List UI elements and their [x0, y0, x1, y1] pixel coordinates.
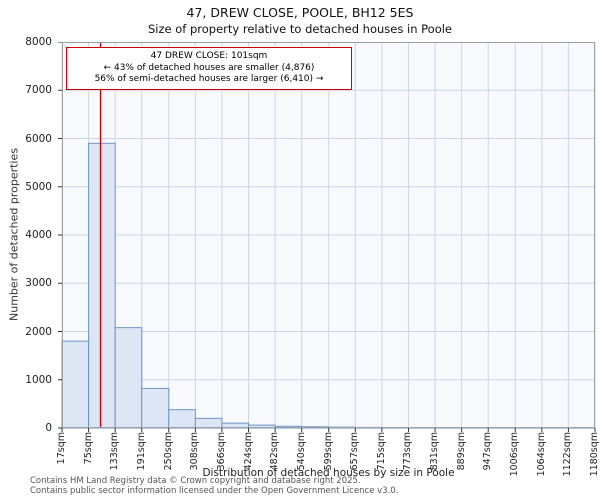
x-tick-label: 1064sqm [535, 432, 547, 477]
x-tick-label: 773sqm [402, 432, 414, 471]
x-axis-label: Distribution of detached houses by size … [202, 467, 455, 479]
y-tick-label: 4000 [25, 229, 52, 241]
x-tick-label: 599sqm [322, 432, 334, 471]
y-tick-label: 0 [45, 422, 52, 434]
x-tick-label: 1006sqm [509, 432, 521, 477]
y-tick-label: 1000 [25, 373, 52, 386]
footer-attribution-line-2: Contains public sector information licen… [30, 486, 399, 496]
histogram-bar [194, 417, 223, 429]
histogram-bar [61, 340, 90, 429]
x-tick-label: 366sqm [215, 432, 227, 471]
y-tick-label: 2000 [25, 325, 52, 338]
y-tick-label: 6000 [25, 132, 52, 145]
y-tick-label: 5000 [25, 180, 52, 193]
x-tick-label: 831sqm [429, 432, 441, 471]
annotation-box: 47 DREW CLOSE: 101sqm ← 43% of detached … [66, 47, 352, 90]
x-tick-label: 308sqm [189, 432, 201, 471]
annotation-title: 47 DREW CLOSE: 101sqm [150, 51, 268, 61]
x-tick-label: 482sqm [269, 432, 281, 471]
x-tick-label: 133sqm [109, 432, 121, 471]
histogram-bar [88, 142, 116, 429]
histogram-bar [168, 409, 196, 429]
y-tick-label: 7000 [25, 84, 52, 97]
chart-title: 47, DREW CLOSE, POOLE, BH12 5ES [186, 5, 414, 20]
x-tick-label: 889sqm [455, 432, 467, 471]
annotation-larger-stat: 56% of semi-detached houses are larger (… [94, 74, 324, 84]
y-tick-label: 8000 [25, 36, 52, 48]
histogram-plot [58, 42, 596, 432]
x-tick-label: 715sqm [375, 432, 387, 471]
x-tick-label: 657sqm [349, 432, 361, 471]
x-tick-label: 947sqm [482, 432, 494, 471]
plot-border [62, 42, 595, 428]
chart-subtitle: Size of property relative to detached ho… [147, 22, 453, 36]
x-tick-label: 250sqm [162, 432, 174, 471]
x-tick-label: 17sqm [56, 432, 67, 465]
x-tick-label: 1180sqm [589, 432, 600, 477]
x-tick-label: 75sqm [82, 432, 94, 465]
x-tick-label: 424sqm [242, 432, 254, 471]
annotation-smaller-stat: ← 43% of detached houses are smaller (4,… [103, 62, 315, 73]
x-tick-label: 191sqm [135, 432, 147, 471]
y-axis-label: Number of detached properties [7, 148, 21, 321]
x-tick-label: 1122sqm [562, 432, 574, 477]
y-tick-label: 3000 [25, 277, 52, 290]
x-tick-label: 540sqm [295, 432, 307, 471]
footer-attribution-line-1: Contains HM Land Registry data © Crown c… [30, 476, 361, 486]
histogram-bar [114, 327, 143, 429]
histogram-bar [141, 387, 170, 429]
